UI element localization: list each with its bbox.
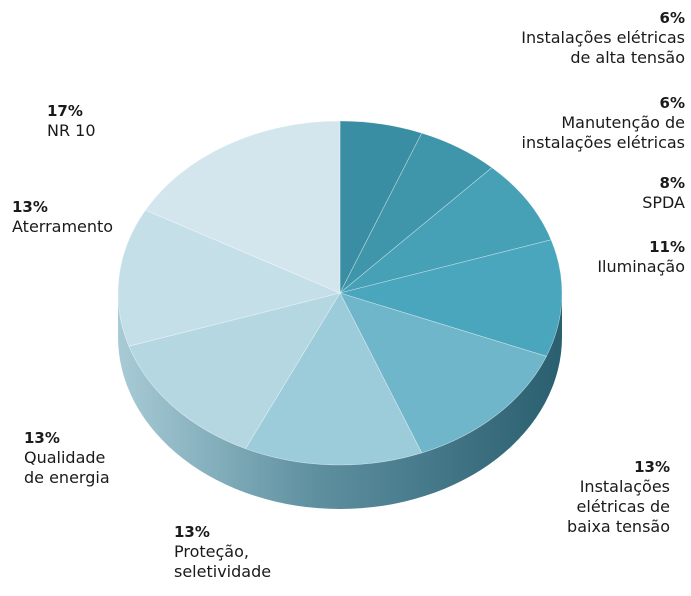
pie-slice-2 xyxy=(339,167,552,294)
slice-name: Iluminação xyxy=(597,257,685,276)
slice-name: Instalações elétricas de alta tensão xyxy=(521,28,685,67)
slice-label-iluminacao: 11% Iluminação xyxy=(530,237,685,277)
slice-percent: 13% xyxy=(174,523,210,541)
slice-percent: 13% xyxy=(634,458,670,476)
slice-label-qualidade: 13% Qualidade de energia xyxy=(24,428,184,488)
pie-slices xyxy=(117,120,563,466)
pie-slice-3 xyxy=(338,239,563,357)
pie-side-band xyxy=(118,293,562,509)
slice-label-baixa-tensao: 13% Instalações elétricas de baixa tensã… xyxy=(530,457,670,537)
pie-slice-5 xyxy=(245,292,423,466)
slice-name: NR 10 xyxy=(47,121,96,140)
slice-label-aterramento: 13% Aterramento xyxy=(12,197,172,237)
slice-percent: 13% xyxy=(12,198,48,216)
slice-percent: 8% xyxy=(659,174,685,192)
slice-percent: 11% xyxy=(649,238,685,256)
slice-name: Instalações elétricas de baixa tensão xyxy=(567,477,670,536)
slice-name: SPDA xyxy=(642,193,685,212)
pie-3d-side xyxy=(118,293,562,509)
slice-label-nr10: 17% NR 10 xyxy=(47,101,207,141)
slice-percent: 6% xyxy=(659,94,685,112)
slice-percent: 17% xyxy=(47,102,83,120)
slice-name: Proteção, seletividade xyxy=(174,542,272,581)
slice-label-protecao: 13% Proteção, seletividade xyxy=(174,522,334,582)
pie-slice-8 xyxy=(144,120,341,294)
pie-slice-6 xyxy=(128,292,341,449)
slice-name: Manutenção de instalações elétricas xyxy=(521,113,685,152)
pie-slice-7 xyxy=(117,209,341,347)
slice-label-alta-tensao: 6% Instalações elétricas de alta tensão xyxy=(430,8,685,68)
slice-name: Qualidade de energia xyxy=(24,448,110,487)
slice-label-manutencao: 6% Manutenção de instalações elétricas xyxy=(430,93,685,153)
slice-name: Aterramento xyxy=(12,217,114,236)
pie-slice-4 xyxy=(339,292,547,454)
slice-percent: 13% xyxy=(24,429,60,447)
slice-percent: 6% xyxy=(659,9,685,27)
slice-label-spda: 8% SPDA xyxy=(530,173,685,213)
